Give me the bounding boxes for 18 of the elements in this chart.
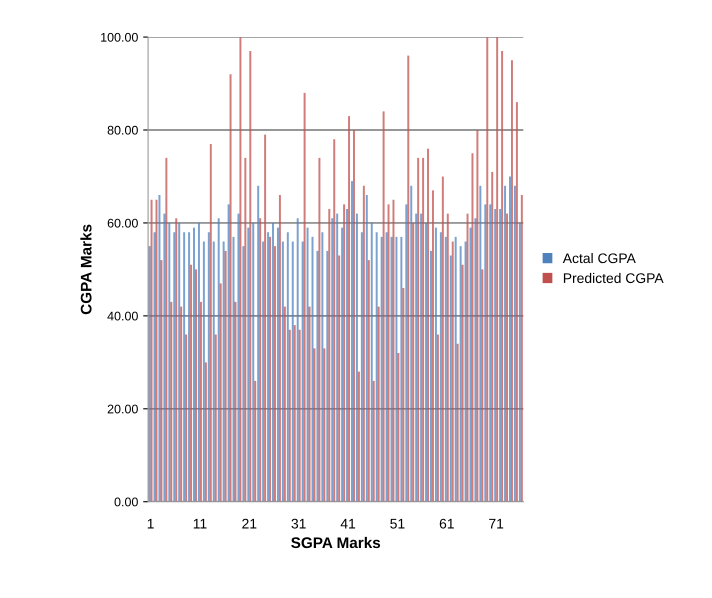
x-tick-label: 61: [440, 518, 454, 529]
legend-label: Predicted CGPA: [564, 272, 664, 284]
y-axis-title: CGPA Marks: [80, 224, 92, 314]
x-tick-label: 1: [148, 518, 154, 528]
x-axis-title: SGPA Marks: [291, 536, 380, 548]
y-tick-label: 0.00: [114, 498, 138, 506]
x-tick-label: 71: [489, 518, 504, 528]
x-tick-label: 11: [194, 518, 206, 528]
y-tick-label: 20.00: [108, 404, 138, 414]
y-tick-label: 100.00: [101, 32, 138, 42]
y-tick-label: 60.00: [108, 218, 138, 228]
x-tick-label: 51: [390, 518, 404, 529]
legend-label: Actal CGPA: [562, 252, 636, 264]
x-tick-label: 31: [291, 518, 306, 529]
x-tick-label: 41: [340, 518, 356, 528]
y-tick-label: 40.00: [107, 312, 138, 321]
y-tick-label: 80.00: [108, 126, 138, 135]
x-tick-label: 21: [242, 518, 256, 528]
